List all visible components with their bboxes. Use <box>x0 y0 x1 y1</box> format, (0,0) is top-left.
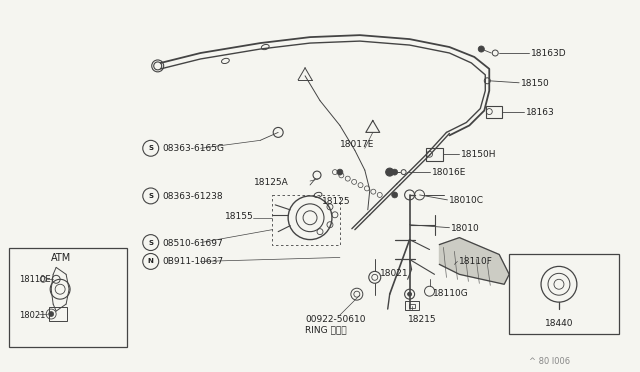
Text: 18440: 18440 <box>545 319 573 328</box>
Bar <box>10 247 127 347</box>
Text: 18021: 18021 <box>19 311 45 320</box>
Circle shape <box>478 46 484 52</box>
Text: 00922-50610: 00922-50610 <box>305 315 365 324</box>
Text: ATM: ATM <box>51 253 71 263</box>
Circle shape <box>392 192 397 198</box>
Text: S: S <box>148 193 153 199</box>
Text: ^ 80 l006: ^ 80 l006 <box>529 357 570 366</box>
Text: RING リング: RING リング <box>305 325 347 334</box>
Text: 0B911-10637: 0B911-10637 <box>163 257 224 266</box>
Text: 18110G: 18110G <box>433 289 468 298</box>
Text: 18150H: 18150H <box>461 150 497 159</box>
Text: 08363-61238: 08363-61238 <box>163 192 223 201</box>
Polygon shape <box>440 238 509 284</box>
Text: 18110E: 18110E <box>19 275 51 284</box>
Text: 18016E: 18016E <box>431 168 466 177</box>
Text: 18010C: 18010C <box>449 196 484 205</box>
Text: 18010: 18010 <box>451 224 480 233</box>
Text: 18163D: 18163D <box>531 49 566 58</box>
Text: 08363-6165G: 08363-6165G <box>163 144 225 153</box>
Circle shape <box>49 312 54 317</box>
Text: S: S <box>148 145 153 151</box>
Text: 18163: 18163 <box>526 108 555 116</box>
Text: 18215: 18215 <box>408 315 436 324</box>
Bar <box>408 304 415 308</box>
Bar <box>49 307 67 321</box>
Circle shape <box>408 292 412 296</box>
Text: 18110F: 18110F <box>460 257 493 266</box>
Bar <box>426 148 444 161</box>
Circle shape <box>154 62 162 70</box>
Text: 18021: 18021 <box>380 269 408 278</box>
Text: 18125A: 18125A <box>254 178 289 187</box>
Text: 18017E: 18017E <box>340 140 374 149</box>
Text: 08510-61697: 08510-61697 <box>163 238 223 248</box>
Text: 18155: 18155 <box>225 212 254 221</box>
Circle shape <box>337 169 343 175</box>
Bar <box>404 301 419 310</box>
Text: 18125: 18125 <box>322 197 351 206</box>
Bar <box>486 106 502 118</box>
Text: 18150: 18150 <box>521 79 550 88</box>
Text: N: N <box>148 259 154 264</box>
Circle shape <box>392 169 397 175</box>
Bar <box>509 254 619 334</box>
Text: S: S <box>148 240 153 246</box>
Circle shape <box>386 168 394 176</box>
